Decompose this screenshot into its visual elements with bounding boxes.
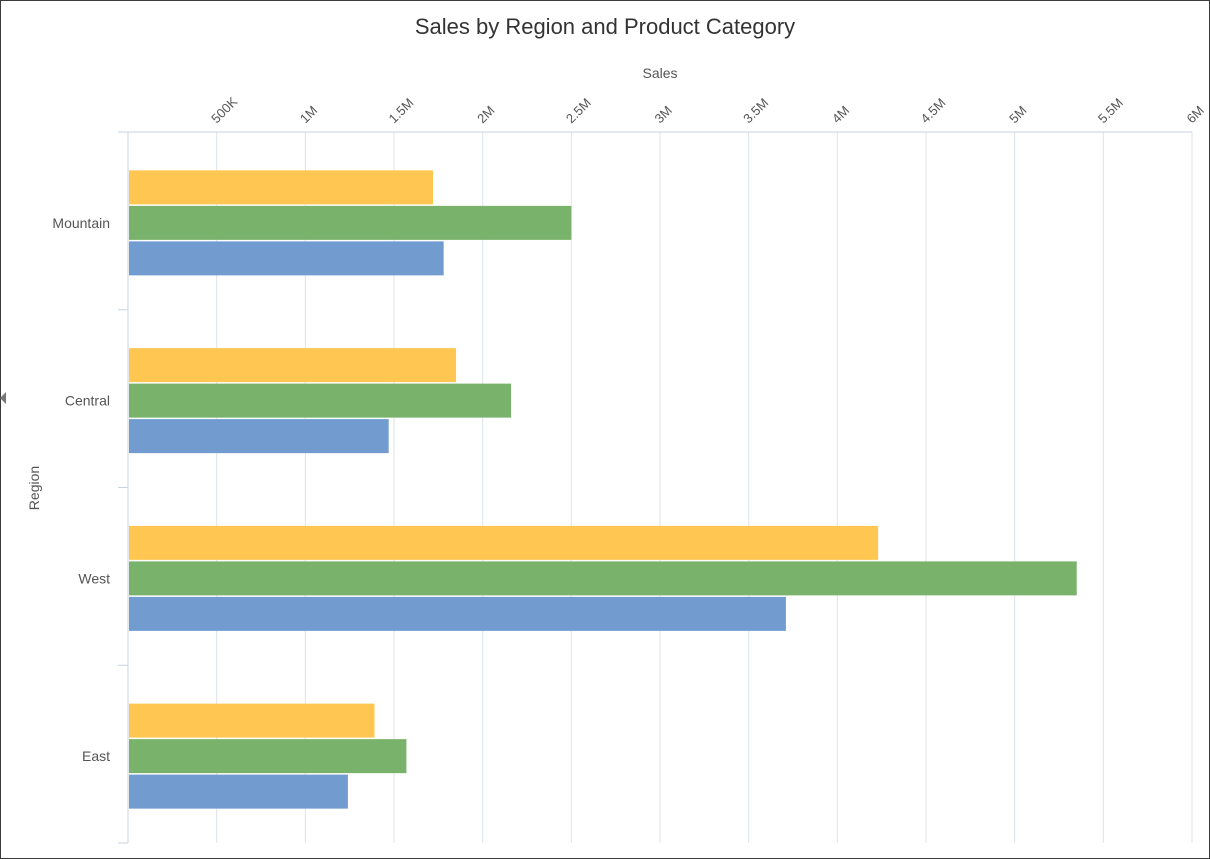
x-tick-label: 1M	[297, 103, 320, 126]
bar	[129, 383, 512, 418]
x-tick-label: 3M	[652, 103, 675, 126]
bar	[129, 774, 348, 809]
bar	[129, 525, 879, 560]
y-category-label: Central	[65, 393, 110, 409]
x-tick-label: 4M	[829, 103, 852, 126]
x-axis-title: Sales	[642, 65, 678, 81]
x-tick-label: 5M	[1006, 103, 1029, 126]
bars	[129, 170, 1077, 809]
collapse-arrow-icon[interactable]	[0, 392, 6, 404]
x-tick-label: 3.5M	[740, 95, 771, 126]
bar	[129, 241, 444, 276]
x-tick-label: 2.5M	[563, 95, 594, 126]
y-category-label: Mountain	[52, 215, 110, 231]
x-tick-label: 2M	[474, 103, 497, 126]
x-tick-label: 5.5M	[1095, 95, 1126, 126]
bar	[129, 419, 389, 454]
x-tick-label: 500K	[208, 94, 240, 126]
bar	[129, 703, 375, 738]
chart-title: Sales by Region and Product Category	[414, 14, 796, 39]
y-category-label: West	[78, 570, 110, 586]
y-category-label: East	[82, 748, 110, 764]
bar	[129, 205, 572, 240]
bar	[129, 348, 457, 383]
x-tick-label: 6M	[1184, 103, 1207, 126]
x-tick-label: 4.5M	[918, 95, 949, 126]
axes	[118, 131, 1192, 844]
bar	[129, 739, 407, 774]
bar	[129, 561, 1077, 596]
x-tick-label: 1.5M	[386, 95, 417, 126]
bar	[129, 170, 434, 205]
bar	[129, 596, 786, 631]
